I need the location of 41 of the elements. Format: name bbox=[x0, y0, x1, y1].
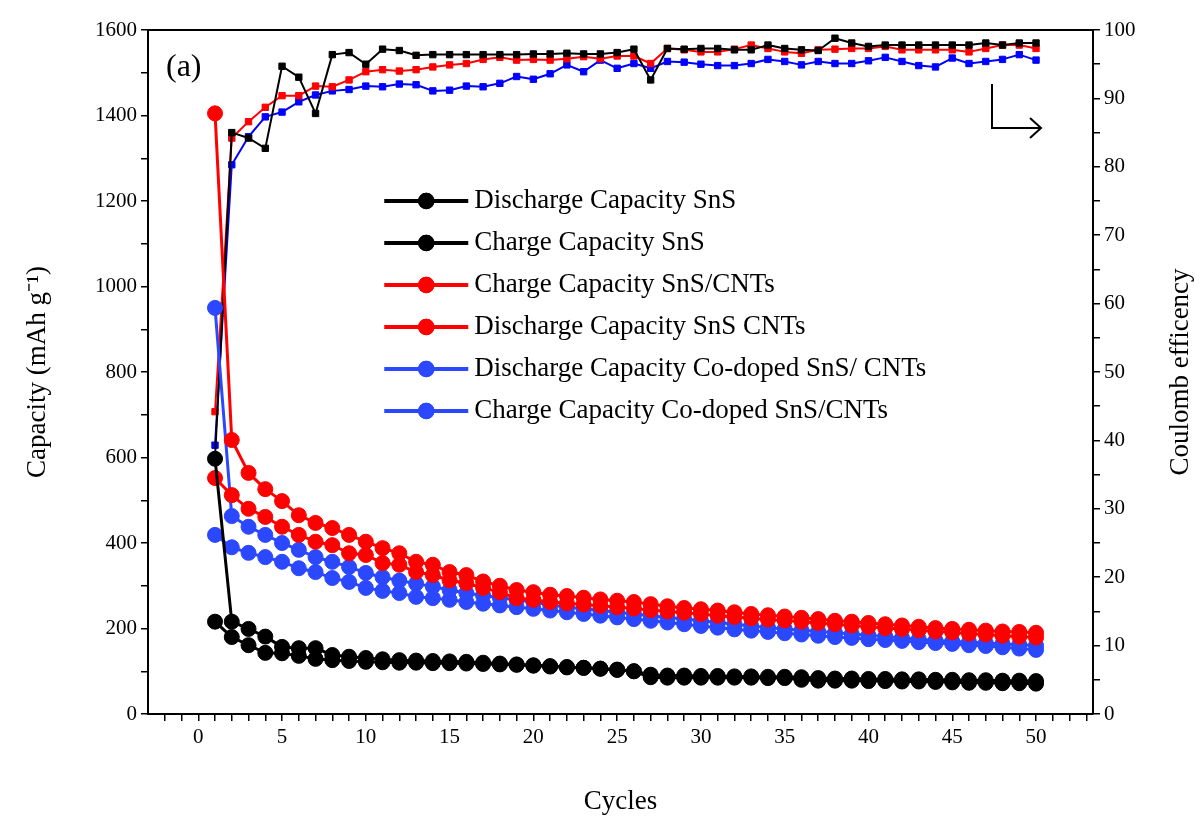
x-tick-label: 20 bbox=[522, 724, 544, 749]
x-tick-label: 25 bbox=[606, 724, 628, 749]
x-tick-label: 50 bbox=[1025, 724, 1047, 749]
y2-tick-label: 90 bbox=[1104, 84, 1125, 109]
x-tick-label: 10 bbox=[355, 724, 377, 749]
x-tick-label: 30 bbox=[690, 724, 712, 749]
x-axis-title: Cycles bbox=[583, 785, 658, 816]
y2-tick-label: 10 bbox=[1104, 632, 1125, 657]
y-tick-label: 1200 bbox=[95, 187, 137, 212]
y2-tick-label: 60 bbox=[1104, 290, 1125, 315]
annotation: (a) bbox=[166, 47, 202, 84]
legend-label: Discharge Capacity SnS CNTs bbox=[474, 310, 806, 341]
y2-axis-title: Coulomb efficency bbox=[1164, 267, 1195, 476]
legend-label: Charge Capacity SnS/CNTs bbox=[474, 268, 775, 299]
legend-label: Charge Capacity SnS bbox=[474, 226, 705, 257]
y-tick-label: 600 bbox=[105, 444, 137, 469]
y2-tick-label: 20 bbox=[1104, 563, 1125, 588]
y2-tick-label: 70 bbox=[1104, 221, 1125, 246]
y-tick-label: 1400 bbox=[95, 102, 137, 127]
y2-tick-label: 80 bbox=[1104, 153, 1125, 178]
x-tick-label: 0 bbox=[193, 724, 204, 749]
y2-tick-label: 40 bbox=[1104, 426, 1125, 451]
y-tick-label: 400 bbox=[105, 529, 137, 554]
y-tick-label: 1000 bbox=[95, 273, 137, 298]
y-axis-title: Capacity (mAh g⁻¹) bbox=[21, 265, 52, 479]
legend-label: Charge Capacity Co-doped SnS/CNTs bbox=[474, 394, 889, 425]
x-tick-label: 15 bbox=[439, 724, 461, 749]
x-tick-label: 5 bbox=[276, 724, 288, 749]
x-tick-label: 45 bbox=[941, 724, 963, 749]
legend-label: Discharge Capacity Co-doped SnS/ CNTs bbox=[474, 352, 927, 383]
x-tick-label: 40 bbox=[857, 724, 879, 749]
y2-tick-label: 30 bbox=[1104, 495, 1125, 520]
x-tick-label: 35 bbox=[774, 724, 796, 749]
y2-tick-label: 0 bbox=[1104, 700, 1115, 725]
y2-tick-label: 50 bbox=[1104, 358, 1125, 383]
y-tick-label: 0 bbox=[126, 700, 137, 725]
y-tick-label: 800 bbox=[105, 358, 137, 383]
y2-tick-label: 100 bbox=[1104, 16, 1136, 41]
legend-label: Discharge Capacity SnS bbox=[474, 184, 737, 215]
y-tick-label: 200 bbox=[105, 615, 137, 640]
y-tick-label: 1600 bbox=[95, 16, 137, 41]
